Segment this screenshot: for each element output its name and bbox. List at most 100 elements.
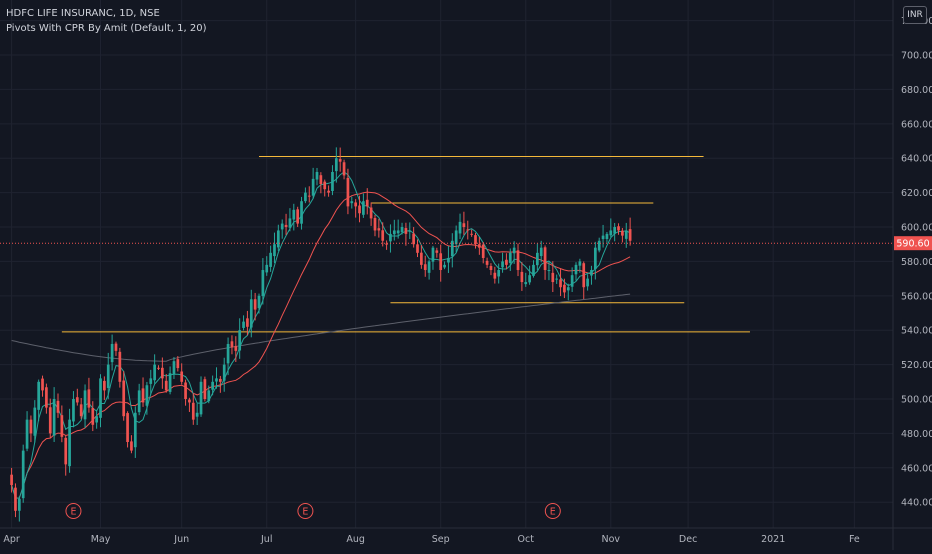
earnings-marker-circle [544,503,561,519]
indicator-title[interactable]: Pivots With CPR By Amit (Default, 1, 20) [6,23,207,34]
candle-body [327,190,330,193]
candle-body [493,272,497,279]
candle-body [164,380,168,391]
candle-body [211,381,214,390]
time-tick-label: Apr [3,534,20,545]
earnings-marker-label: E [302,507,308,518]
candle-body [354,202,358,207]
candle-body [60,415,64,437]
price-tick-label: 480.00 [901,429,932,440]
last-price-group: 590.60 [0,236,932,251]
candle-body [404,228,408,234]
time-axis[interactable]: Apr May Jun Jul Aug Sep Oct Nov Dec 2021 Fe [0,527,932,545]
candle-body [462,223,466,228]
candle-body [180,371,184,382]
candle-body [539,247,543,257]
candle-body [319,175,323,185]
candle-body [423,264,427,271]
candle-body [334,158,338,172]
candle-body [601,235,605,240]
candle-body [307,195,311,197]
candle-body [103,380,106,391]
candle-body [338,159,342,162]
candle-body [249,299,253,328]
candle-body [593,247,597,270]
ma-mid-line [11,191,631,499]
candle-body [373,217,377,231]
candle-body [362,201,365,215]
price-tick-label: 520.00 [901,360,932,371]
candle-body [29,419,33,434]
candle-body [505,259,508,265]
symbol-title[interactable]: HDFC LIFE INSURANC, 1D, NSE [6,8,160,19]
candle-body [242,321,245,328]
candle-body [253,299,257,310]
candle-body [133,412,137,448]
candle-body [439,253,443,271]
time-tick-label: Oct [518,534,535,545]
candle-body [582,263,586,288]
candle-body [79,404,83,417]
candle-body [261,270,265,297]
candle-body [265,264,269,273]
candle-body [323,181,327,190]
price-tick-label: 660.00 [901,119,932,130]
candle-body [331,171,334,192]
candle-body [157,367,160,369]
candle-body [110,343,114,363]
candle-body [41,378,44,391]
candle-body [122,380,126,417]
currency-badge[interactable]: INR [903,6,927,24]
candle-body [574,264,578,275]
candle-body [126,413,129,443]
time-tick-label: Dec [679,534,697,545]
candle-body [381,230,385,241]
candle-body [559,279,562,288]
candle-body [168,373,172,392]
candle-body [87,389,91,408]
candle-body [586,278,589,287]
candles [10,147,632,522]
time-tick-label: Jun [173,534,189,545]
earnings-marker-circle [297,503,314,519]
candle-body [315,171,319,180]
candle-body [184,382,187,400]
candle-body [385,243,388,245]
candle-body [48,407,52,434]
candle-body [95,416,98,423]
candle-body [292,209,296,220]
candle-body [346,177,350,207]
candle-body [400,227,404,233]
earnings-marker-label: E [550,507,556,518]
candle-body [176,359,180,369]
chart-legend: HDFC LIFE INSURANC, 1D, NSE Pivots With … [6,6,207,36]
candle-body [512,247,516,254]
candle-body [99,378,102,418]
price-tick-label: 560.00 [901,291,932,302]
candle-body [609,230,613,236]
time-tick-label: 2021 [761,534,785,545]
candle-body [365,199,369,207]
candle-body [288,218,292,228]
candle-body [25,419,29,449]
candle-body [532,264,535,276]
candle-body [300,201,303,224]
candle-body [590,270,593,276]
candle-body [597,240,601,251]
candle-body [563,284,566,293]
candle-body [508,252,512,263]
candle-body [238,330,242,351]
candle-body [524,282,528,285]
last-price-label: 590.60 [896,239,929,250]
candle-body [535,252,539,266]
price-tick-label: 700.00 [901,51,932,62]
candle-body [516,250,520,271]
candle-body [431,247,435,262]
price-tick-label: 440.00 [901,498,932,509]
candle-body [118,351,122,382]
candle-body [195,412,199,417]
candle-body [273,244,276,257]
